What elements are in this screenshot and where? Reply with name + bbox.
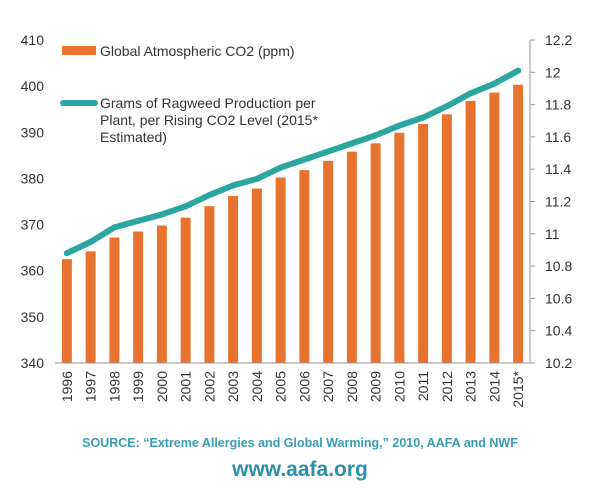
ragweed-line bbox=[63, 67, 522, 257]
x-tick-label: 2014 bbox=[486, 371, 502, 402]
right-tick-label: 12.2 bbox=[545, 32, 572, 48]
ragweed-point-2004 bbox=[253, 175, 260, 182]
bar-1996 bbox=[61, 259, 72, 363]
bar-2008 bbox=[346, 151, 357, 363]
right-tick-label: 11.8 bbox=[545, 97, 571, 113]
left-tick-label: 380 bbox=[21, 170, 45, 186]
left-tick-label: 400 bbox=[21, 78, 45, 94]
bar-2000 bbox=[156, 225, 167, 363]
x-tick-label: 2013 bbox=[463, 371, 479, 402]
legend-line-label-1: Grams of Ragweed Production per bbox=[100, 95, 316, 111]
ragweed-point-2009 bbox=[372, 132, 379, 139]
x-tick-label: 2009 bbox=[368, 371, 384, 402]
bar-2005 bbox=[275, 177, 286, 363]
x-axis-ticks: 1996 1997 1998 1999 2000 2001 2002 2003 2004 2005… bbox=[59, 370, 526, 407]
ragweed-point-1999 bbox=[135, 217, 142, 224]
bar-series bbox=[61, 84, 524, 363]
right-tick-label: 12 bbox=[545, 64, 561, 80]
x-tick-label: 2015* bbox=[510, 370, 526, 407]
x-tick-label: 2007 bbox=[320, 371, 336, 402]
x-tick-label: 2006 bbox=[296, 371, 312, 402]
bar-1999 bbox=[133, 231, 144, 363]
x-tick-label: 2001 bbox=[178, 371, 194, 402]
legend: Global Atmospheric CO2 (ppm) Grams of Ra… bbox=[60, 43, 318, 145]
ragweed-point-2015* bbox=[515, 67, 522, 74]
bar-2015* bbox=[513, 84, 524, 363]
ragweed-point-2014 bbox=[491, 80, 498, 87]
right-tick-label: 11 bbox=[545, 226, 560, 242]
x-tick-label: 2011 bbox=[415, 371, 431, 401]
ragweed-point-2013 bbox=[467, 90, 474, 97]
ragweed-point-2007 bbox=[325, 148, 332, 155]
x-tick-label: 2003 bbox=[225, 371, 241, 402]
right-tick-label: 11.2 bbox=[545, 194, 571, 210]
left-tick-label: 410 bbox=[21, 32, 45, 48]
bar-2010 bbox=[394, 132, 405, 363]
x-tick-label: 2012 bbox=[439, 371, 455, 402]
x-tick-label: 2000 bbox=[154, 371, 170, 402]
bar-2011 bbox=[418, 123, 429, 363]
x-tick-label: 2008 bbox=[344, 371, 360, 402]
left-tick-label: 390 bbox=[21, 124, 45, 140]
bar-1997 bbox=[85, 251, 96, 363]
x-tick-label: 2005 bbox=[273, 371, 289, 402]
right-tick-label: 11.6 bbox=[545, 129, 571, 145]
legend-line-label-3: Estimated) bbox=[100, 129, 167, 145]
ragweed-point-1998 bbox=[111, 224, 118, 231]
right-tick-label: 11.4 bbox=[545, 161, 571, 177]
left-tick-label: 370 bbox=[21, 217, 45, 233]
ragweed-point-1996 bbox=[63, 250, 70, 257]
ragweed-point-2006 bbox=[301, 156, 308, 163]
x-tick-label: 1996 bbox=[59, 371, 75, 402]
bar-2014 bbox=[489, 92, 500, 363]
ragweed-point-2008 bbox=[348, 140, 355, 147]
ragweed-point-2001 bbox=[182, 203, 189, 210]
left-tick-label: 360 bbox=[21, 263, 45, 279]
x-tick-label: 2004 bbox=[249, 371, 265, 402]
bar-2006 bbox=[299, 170, 310, 363]
ragweed-point-1997 bbox=[87, 238, 94, 245]
left-tick-label: 350 bbox=[21, 309, 45, 325]
right-tick-label: 10.2 bbox=[545, 355, 572, 371]
left-tick-label: 340 bbox=[21, 355, 45, 371]
ragweed-point-2003 bbox=[230, 182, 237, 189]
ragweed-points bbox=[63, 67, 522, 257]
legend-line-label-2: Plant, per Rising CO2 Level (2015* bbox=[100, 112, 318, 128]
bar-2002 bbox=[204, 206, 215, 363]
right-tick-label: 10.8 bbox=[545, 258, 572, 274]
ragweed-point-2000 bbox=[158, 211, 165, 218]
x-tick-label: 1999 bbox=[130, 371, 146, 402]
legend-bar-label: Global Atmospheric CO2 (ppm) bbox=[100, 43, 295, 59]
website-link[interactable]: www.aafa.org bbox=[232, 458, 368, 481]
ragweed-point-2012 bbox=[443, 103, 450, 110]
x-tick-label: 1997 bbox=[83, 371, 99, 402]
bar-2001 bbox=[180, 217, 191, 363]
bar-2013 bbox=[465, 100, 476, 363]
axes bbox=[55, 40, 531, 364]
legend-bar-swatch bbox=[62, 46, 96, 55]
bar-2012 bbox=[441, 114, 452, 363]
source-note: SOURCE: “Extreme Allergies and Global Wa… bbox=[82, 436, 518, 450]
x-tick-label: 2010 bbox=[391, 371, 407, 402]
ragweed-point-2005 bbox=[277, 164, 284, 171]
left-axis-ticks: 340 350 360 370 380 390 400 410 bbox=[21, 32, 45, 371]
right-tick-label: 10.6 bbox=[545, 290, 572, 306]
x-tick-label: 2002 bbox=[201, 371, 217, 402]
ragweed-point-2010 bbox=[396, 122, 403, 129]
ragweed-point-2011 bbox=[420, 114, 427, 121]
ragweed-point-2002 bbox=[206, 192, 213, 199]
bar-2003 bbox=[228, 195, 239, 363]
bar-2004 bbox=[251, 188, 262, 363]
bar-2007 bbox=[323, 160, 334, 363]
right-tick-label: 10.4 bbox=[545, 323, 572, 339]
x-tick-label: 1998 bbox=[106, 371, 122, 402]
bar-1998 bbox=[109, 237, 120, 363]
bar-2009 bbox=[370, 143, 381, 363]
right-axis-ticks: 10.2 10.4 10.6 10.8 11 11.2 11.4 11.6 11.8 12 12.2 bbox=[530, 32, 572, 371]
